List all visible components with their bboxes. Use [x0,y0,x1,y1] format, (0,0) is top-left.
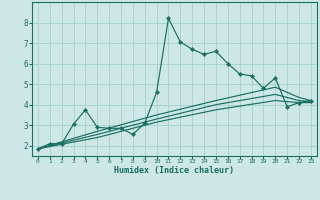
X-axis label: Humidex (Indice chaleur): Humidex (Indice chaleur) [115,166,234,175]
